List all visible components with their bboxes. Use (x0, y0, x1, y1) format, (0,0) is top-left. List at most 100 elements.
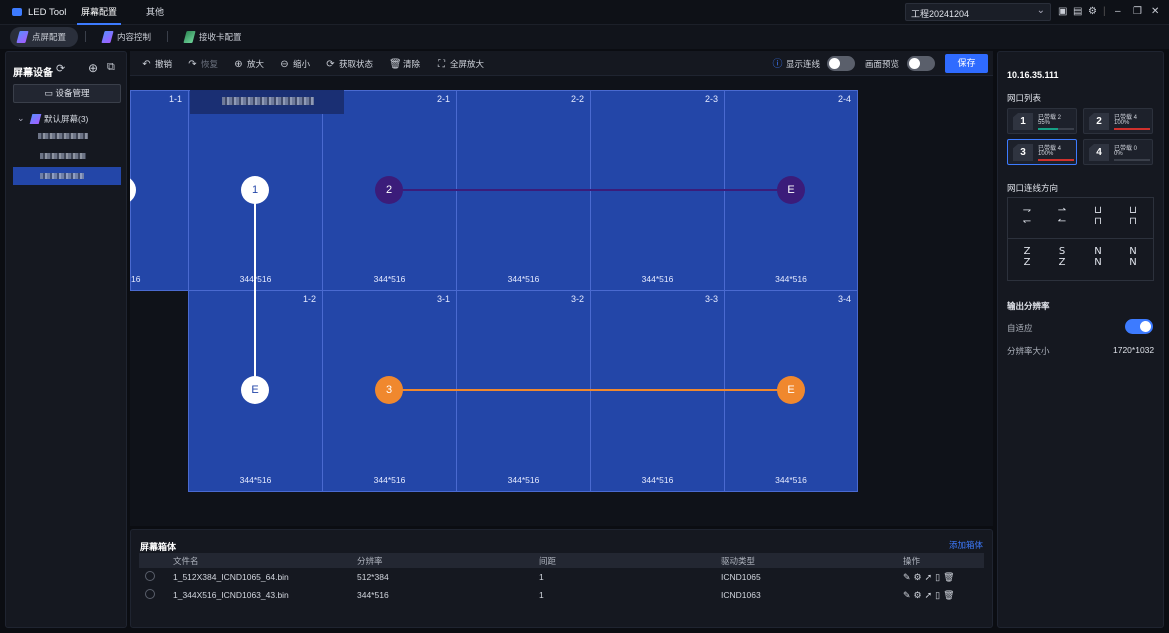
zoom-out-button[interactable]: ⊖ 缩小 (280, 59, 311, 70)
maximize-icon[interactable]: ❐ (1133, 6, 1142, 17)
minimize-icon[interactable]: – (1115, 6, 1121, 17)
chevron-down-icon: ⌄ (1036, 5, 1045, 16)
refresh-icon: ⟳ (326, 59, 335, 70)
tab-other[interactable]: 其他 (145, 7, 164, 17)
tree-item[interactable] (13, 148, 121, 164)
add-cabinet-link[interactable]: 添加箱体 (949, 540, 984, 550)
trash-icon: 🗑 (389, 59, 402, 70)
cabinet-table: 文件名 分辨率 间距 驱动类型 操作 1_512X384_ICND1065_64… (139, 553, 984, 604)
trash-icon[interactable]: 🗑 (943, 589, 958, 600)
gear-icon[interactable]: ⚙ (913, 571, 925, 582)
zoom-in-button[interactable]: ⊕ 放大 (234, 59, 265, 70)
edit-icon[interactable]: ✎ (903, 571, 914, 582)
direction-option-icon[interactable]: ⊔ (1129, 205, 1137, 216)
col-filename: 文件名 (167, 553, 351, 568)
save-button[interactable]: 保存 (945, 54, 988, 73)
table-row[interactable]: 1_344X516_ICND1063_43.bin 344*516 1 ICND… (139, 586, 984, 604)
direction-option-icon[interactable]: ⊓ (1094, 216, 1102, 227)
get-status-button[interactable]: ⟳ 获取状态 (326, 59, 374, 70)
tab-receiver-card-config[interactable]: 接收卡配置 (177, 27, 242, 47)
direction-option-icon[interactable]: ⊓ (1129, 216, 1137, 227)
gear-icon[interactable]: ⚙ (913, 589, 925, 600)
cabinet-panel-title: 屏幕箱体 (140, 542, 177, 552)
tab-screen-config[interactable]: 屏幕配置 (77, 0, 121, 25)
redo-button[interactable]: ↷ 恢复 (188, 59, 219, 70)
cell-driver: ICND1063 (721, 590, 761, 600)
tree-item-selected[interactable] (13, 167, 121, 185)
clear-button[interactable]: 🗑清除 (389, 59, 421, 70)
port-node-start-2[interactable]: 2 (375, 176, 403, 204)
app-name: LED Tool (28, 7, 67, 18)
chevron-down-icon[interactable]: ⌄ (17, 113, 25, 123)
cell-pitch: 1 (539, 590, 544, 600)
fullscreen-button[interactable]: ⛶ 全屏放大 (438, 59, 485, 70)
port-card-2[interactable]: 2 已带载 4 100% (1083, 108, 1153, 134)
direction-option-icon[interactable]: ⊔ (1094, 205, 1102, 216)
port-node-end-3[interactable]: E (777, 376, 805, 404)
ports-title: 网口列表 (1007, 93, 1042, 103)
row-radio[interactable] (145, 589, 155, 599)
tree-item[interactable] (13, 128, 121, 144)
divider: | (1103, 6, 1106, 17)
divider (1008, 238, 1153, 239)
close-icon[interactable]: ✕ (1151, 6, 1160, 17)
load-bar (1038, 128, 1074, 130)
undo-button[interactable]: ↶ 撤销 (142, 59, 173, 70)
screen-folder-icon (29, 114, 42, 124)
send-icon[interactable]: ➚ (924, 589, 936, 600)
port-node-start-1[interactable]: 1 (241, 176, 269, 204)
port-card-4[interactable]: 4 已带载 0 0% (1083, 139, 1153, 165)
info-icon: ⓘ (772, 59, 783, 70)
preview-toggle[interactable] (907, 56, 935, 71)
file-icon[interactable]: ▯ (935, 571, 944, 582)
output-resolution-title: 输出分辨率 (1007, 301, 1050, 311)
tab-content-control[interactable]: 内容控制 (95, 27, 151, 47)
sub-tab-bar: 点屏配置 内容控制 接收卡配置 (0, 25, 1169, 49)
load-bar (1114, 159, 1150, 161)
port-card-1[interactable]: 1 已带载 2 55% (1007, 108, 1077, 134)
blurred-label (38, 133, 88, 139)
load-bar (1038, 159, 1074, 161)
resolution-value: 1720*1032 (1113, 345, 1155, 355)
port-node-end-2[interactable]: E (777, 176, 805, 204)
tab-point-screen-config[interactable]: 点屏配置 (10, 27, 79, 47)
row-radio[interactable] (145, 571, 155, 581)
direction-option-icon[interactable]: ⇁ ↽ (1022, 205, 1032, 227)
port-node-start-3[interactable]: 3 (375, 376, 403, 404)
gear-icon[interactable]: ⚙ (1088, 6, 1097, 17)
trash-icon[interactable]: 🗑 (943, 571, 958, 582)
project-name: 工程20241204 (911, 9, 970, 19)
adaptive-toggle[interactable] (1125, 319, 1153, 334)
blurred-label (40, 173, 84, 179)
file-icon[interactable]: ▯ (935, 589, 944, 600)
tree-root-label[interactable]: 默认屏幕(3) (44, 114, 89, 124)
zoom-out-icon: ⊖ (280, 59, 289, 70)
clipboard-icon[interactable]: ▣ (1058, 6, 1068, 17)
col-actions: 操作 (897, 553, 984, 568)
table-row[interactable]: 1_512X384_ICND1065_64.bin 512*384 1 ICND… (139, 568, 984, 586)
card-icon (183, 31, 196, 43)
divider (167, 31, 168, 42)
send-icon[interactable]: ➚ (924, 571, 936, 582)
calendar-icon[interactable]: ▤ (1073, 6, 1083, 17)
edit-icon[interactable]: ✎ (903, 589, 914, 600)
device-manage-button[interactable]: ▭ 设备管理 (13, 84, 121, 103)
screen-icon (16, 31, 29, 43)
port-node-end-1[interactable]: E (241, 376, 269, 404)
properties-panel: 10.16.35.111 网口列表 1 已带载 2 55% 2 已带载 4 10… (997, 51, 1164, 628)
add-icon[interactable]: ⊕ (88, 61, 99, 75)
cell-resolution: 344*516 (357, 590, 389, 600)
show-lines-toggle[interactable] (827, 56, 855, 71)
panel-title: 屏幕设备 (13, 68, 53, 79)
cabinet-cell-1-1[interactable]: 1-1 16 (130, 90, 189, 291)
refresh-icon[interactable]: ⟳ (56, 63, 66, 75)
direction-option-icon[interactable]: ⇀ ↼ (1057, 205, 1067, 227)
copy-icon[interactable]: ⧉ (107, 61, 115, 73)
project-select[interactable]: 工程20241204 ⌄ (905, 3, 1051, 21)
port-card-3[interactable]: 3 已带载 4 100% (1007, 139, 1077, 165)
